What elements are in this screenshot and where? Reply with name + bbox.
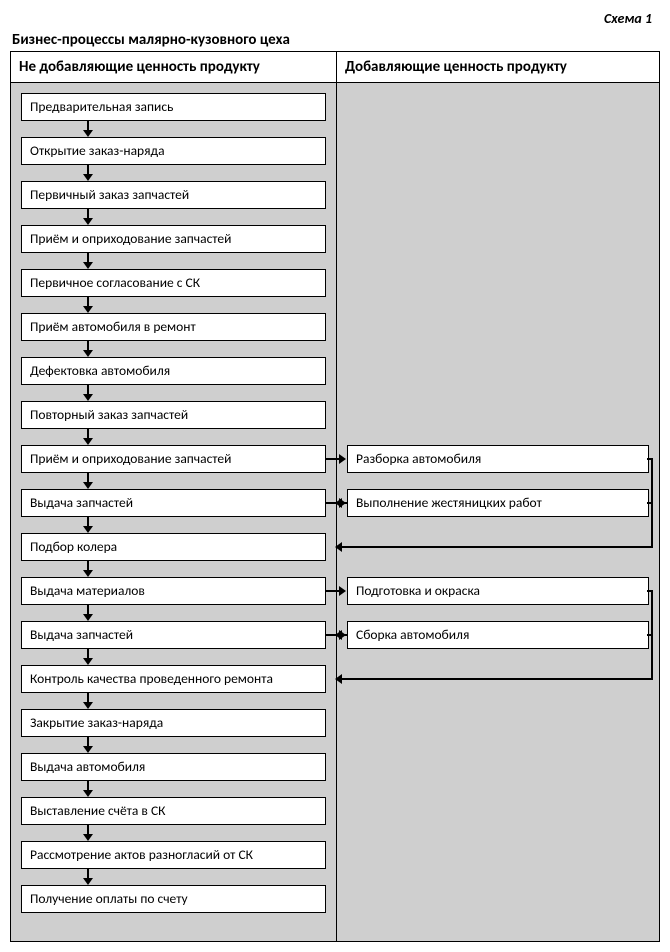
right-slot: [347, 665, 649, 709]
diagram-body: Предварительная запись Открытие заказ-нар…: [11, 83, 659, 941]
right-slot: [347, 797, 649, 841]
process-node: Получение оплаты по счету: [21, 885, 326, 913]
right-slot: [347, 841, 649, 885]
right-slot: Разборка автомобиля: [347, 445, 649, 489]
arrow-right-icon: [325, 630, 346, 640]
arrow-down-icon: [81, 121, 95, 137]
arrow-down-icon: [81, 209, 95, 225]
process-node: Закрытие заказ-наряда: [21, 709, 326, 737]
right-slot: [347, 181, 649, 225]
process-node: Подбор колера: [21, 533, 326, 561]
process-node: Выдача запчастей: [21, 621, 326, 649]
return-connector: [347, 621, 649, 665]
arrow-down-icon: [81, 385, 95, 401]
right-slot: [347, 313, 649, 357]
arrow-down-icon: [81, 297, 95, 313]
arrow-down-icon: [81, 253, 95, 269]
right-slot: [347, 269, 649, 313]
process-node: Предварительная запись: [21, 93, 326, 121]
process-node: Открытие заказ-наряда: [21, 137, 326, 165]
arrow-down-icon: [81, 341, 95, 357]
arrow-down-icon: [81, 649, 95, 665]
process-node: Дефектовка автомобиля: [21, 357, 326, 385]
process-node: Выдача запчастей: [21, 489, 326, 517]
process-node: Повторный заказ запчастей: [21, 401, 326, 429]
arrow-down-icon: [81, 781, 95, 797]
column-header-right: Добавляющие ценность продукту: [337, 52, 659, 82]
diagram-title: Бизнес-процессы малярно-кузовного цеха: [10, 31, 660, 49]
process-node: Выдача материалов: [21, 577, 326, 605]
arrow-down-icon: [81, 517, 95, 533]
right-slot: [347, 225, 649, 269]
arrow-down-icon: [81, 473, 95, 489]
column-left: Предварительная запись Открытие заказ-нар…: [11, 83, 337, 941]
arrow-down-icon: [81, 165, 95, 181]
process-node: Первичный заказ запчастей: [21, 181, 326, 209]
right-slot: [347, 885, 649, 929]
arrow-down-icon: [81, 605, 95, 621]
process-node: Приём автомобиля в ремонт: [21, 313, 326, 341]
return-connector: [347, 489, 649, 533]
right-slot: Подготовка и окраска: [347, 577, 649, 621]
arrow-down-icon: [81, 429, 95, 445]
scheme-label: Схема 1: [10, 10, 660, 27]
right-slot: [347, 401, 649, 445]
right-slot: Выполнение жестяницких работ: [347, 489, 649, 533]
right-slot: Сборка автомобиля: [347, 621, 649, 665]
arrow-right-icon: [325, 586, 346, 596]
column-header-left: Не добавляющие ценность продукту: [11, 52, 337, 82]
arrow-down-icon: [81, 825, 95, 841]
arrow-down-icon: [81, 561, 95, 577]
return-connector: [347, 445, 649, 489]
right-slot: [347, 753, 649, 797]
right-slot: [347, 533, 649, 577]
right-slot: [347, 709, 649, 753]
process-node: Выставление счёта в СК: [21, 797, 326, 825]
arrow-right-icon: [325, 454, 346, 464]
process-node: Выдача автомобиля: [21, 753, 326, 781]
process-node: Приём и оприходование запчастей: [21, 445, 326, 473]
process-node: Контроль качества проведенного ремонта: [21, 665, 326, 693]
arrow-down-icon: [81, 869, 95, 885]
arrow-right-icon: [325, 498, 346, 508]
column-right: Разборка автомобиляВыполнение жестяницки…: [337, 83, 659, 941]
diagram-container: Не добавляющие ценность продукту Добавля…: [10, 51, 660, 942]
arrow-down-icon: [81, 693, 95, 709]
right-slot: [347, 137, 649, 181]
process-node: Приём и оприходование запчастей: [21, 225, 326, 253]
arrow-down-icon: [81, 737, 95, 753]
return-connector: [347, 577, 649, 621]
column-headers: Не добавляющие ценность продукту Добавля…: [11, 52, 659, 83]
process-node: Рассмотрение актов разногласий от СК: [21, 841, 326, 869]
right-slot: [347, 93, 649, 137]
process-node: Первичное согласование с СК: [21, 269, 326, 297]
right-slot: [347, 357, 649, 401]
